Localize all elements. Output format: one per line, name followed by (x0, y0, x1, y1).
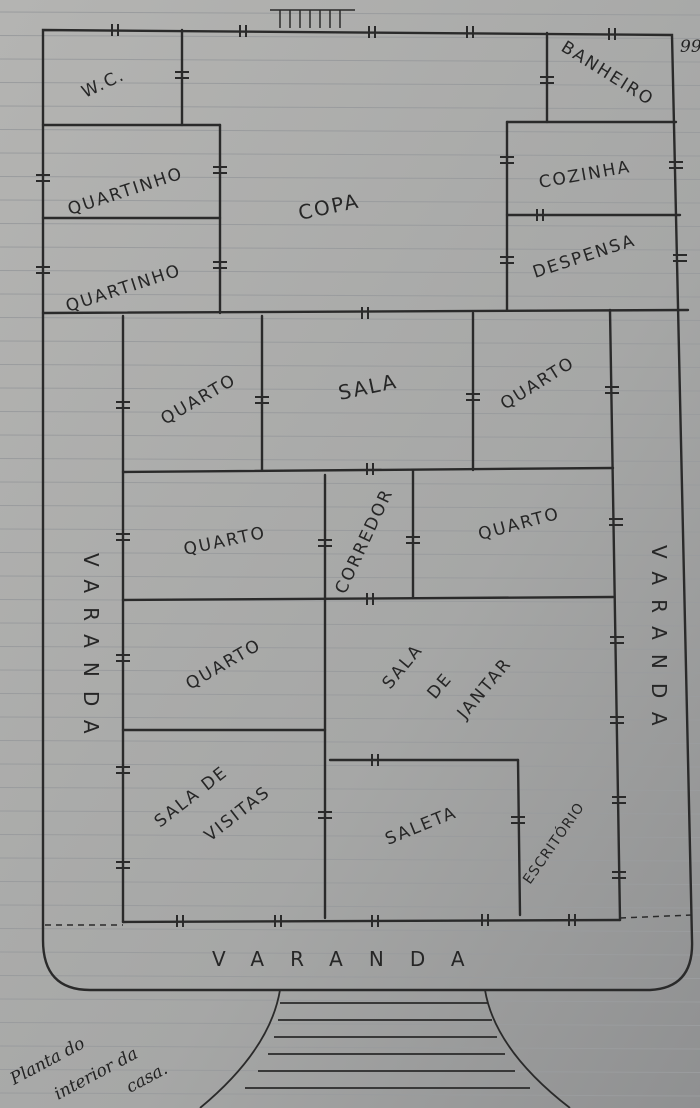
label-varanda-right: VARANDA (647, 545, 671, 740)
notebook-rule (0, 998, 700, 1003)
window-top (270, 9, 355, 28)
notebook-rule (0, 481, 700, 486)
notebook-rule (0, 317, 700, 321)
notebook-rule (0, 340, 700, 345)
notebook-rule (0, 599, 700, 603)
notebook-rule (0, 176, 700, 180)
notebook-rule (0, 82, 700, 86)
notebook-rule (0, 787, 700, 791)
notebook-rule (0, 246, 700, 251)
notebook-rule (0, 575, 700, 580)
notebook-rule (0, 528, 700, 533)
notebook-rule (0, 763, 700, 768)
label-varanda-bottom: VARANDA (212, 947, 491, 971)
notebook-rule (0, 552, 700, 556)
notebook-rule (0, 364, 700, 368)
notebook-rule (0, 857, 700, 862)
notebook-rule (0, 293, 700, 298)
notebook-rule (0, 928, 700, 932)
label-varanda-left: VARANDA (79, 553, 103, 748)
outer-wall (41, 28, 694, 992)
notebook-rule (0, 411, 700, 415)
notebook-rule (0, 740, 700, 744)
dashed-line-right (619, 914, 693, 919)
notebook-rule (0, 458, 700, 462)
door-markers (36, 24, 687, 927)
notebook-rule (0, 646, 700, 650)
notebook-rule (0, 270, 700, 274)
page-number: 99 (680, 37, 700, 57)
notebook-rule (0, 11, 700, 16)
notebook-rule (0, 881, 700, 885)
notebook-rule (0, 975, 700, 979)
notebook-rule (0, 199, 700, 204)
notebook-rule (0, 693, 700, 697)
front-stairs (199, 989, 571, 1108)
notebook-rule (0, 223, 700, 227)
notebook-rule (0, 105, 700, 110)
notebook-rule (0, 387, 700, 392)
notebook-rule (0, 505, 700, 509)
notebook-rule (0, 669, 700, 674)
notebook-rule (0, 622, 700, 627)
notebook-rules (0, 11, 700, 1097)
notebook-rule (0, 1092, 700, 1097)
notebook-rule (0, 716, 700, 721)
notebook-rule (0, 1045, 700, 1050)
notebook-rule (0, 810, 700, 815)
notebook-rule (0, 904, 700, 909)
notebook-rule (0, 1022, 700, 1026)
notebook-rule (0, 35, 700, 39)
notebook-rule (0, 951, 700, 956)
notebook-rule (0, 434, 700, 439)
notebook-rule (0, 129, 700, 133)
notebook-rule (0, 834, 700, 838)
notebook-rule (0, 152, 700, 157)
notebook-rule (0, 58, 700, 63)
